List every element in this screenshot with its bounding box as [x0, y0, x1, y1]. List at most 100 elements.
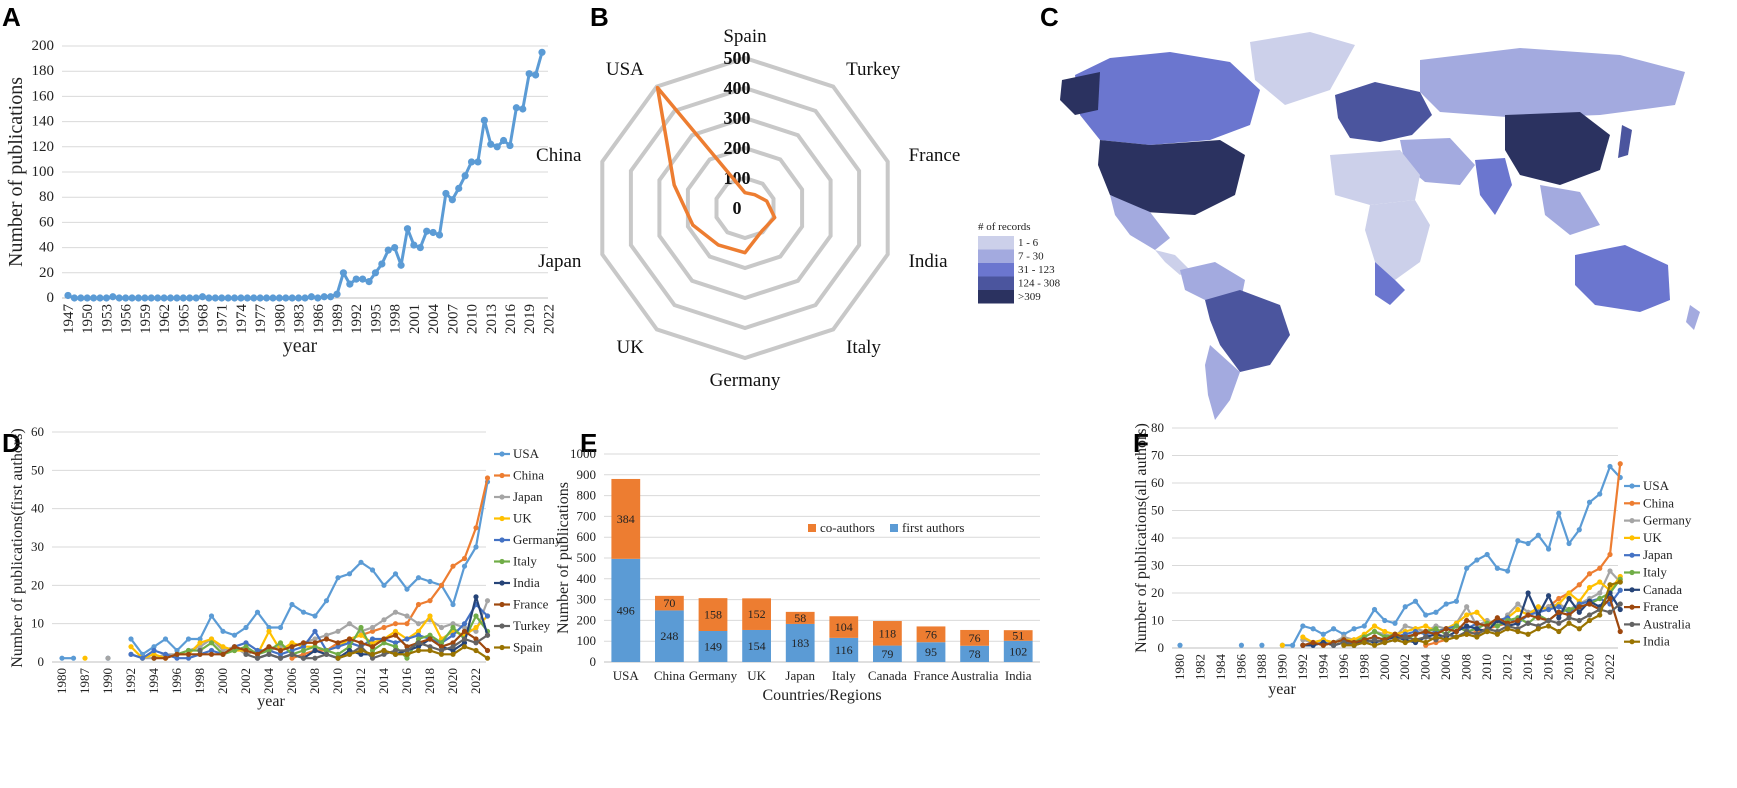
series-usa-point	[369, 567, 376, 573]
series-total-point	[435, 231, 444, 239]
map-region-china	[1505, 112, 1610, 185]
series-india-point	[473, 594, 479, 600]
y-tick-label: 40	[39, 240, 54, 256]
series-france-point	[1607, 595, 1613, 602]
panel-label-f: F	[1133, 428, 1149, 458]
bar-value-label: 183	[791, 636, 809, 650]
series-uk-point	[151, 651, 157, 657]
x-tick-label: 1984	[1213, 654, 1228, 681]
series-france-point	[300, 640, 307, 646]
series-india-point	[1392, 637, 1398, 643]
series-usa-point	[289, 601, 295, 608]
series-usa-point	[450, 601, 456, 608]
map-region-usa	[1098, 140, 1245, 215]
bar-value-label: 95	[925, 645, 937, 659]
series-germany-point	[243, 640, 249, 646]
x-tick-label: 2010	[330, 668, 345, 694]
x-tick-label: 2006	[1438, 654, 1453, 681]
series-usa-point	[1177, 642, 1183, 648]
bar-first-authors	[1003, 640, 1033, 662]
radar-axis-label: China	[536, 145, 582, 166]
series-india-point	[1545, 623, 1552, 629]
x-tick-label: India	[1005, 668, 1032, 683]
series-china-point	[369, 628, 376, 634]
x-tick-label: 2004	[261, 668, 276, 695]
series-spain-point	[335, 655, 341, 661]
series-total-point	[122, 294, 130, 302]
x-tick-label: 2008	[1459, 654, 1474, 680]
y-tick-label: 700	[577, 508, 597, 523]
series-france-point	[381, 636, 387, 642]
series-italy-point	[1453, 623, 1460, 629]
series-australia-point	[1330, 642, 1337, 648]
series-germany-point	[208, 647, 215, 654]
y-tick-label: 900	[577, 467, 597, 482]
series-india-point	[1371, 642, 1378, 648]
radar-axis-label: Italy	[846, 337, 881, 358]
series-italy-point	[438, 640, 445, 646]
bar-value-label: 104	[835, 620, 853, 634]
y-tick-label: 160	[32, 88, 55, 104]
series-india-point	[1566, 620, 1572, 626]
panel-label-c: C	[1040, 2, 1059, 32]
x-tick-label: 2020	[1582, 654, 1597, 680]
y-tick-label: 400	[577, 571, 597, 586]
series-germany-point	[1402, 623, 1408, 629]
series-china-point	[1617, 461, 1623, 467]
series-canada-point	[1556, 615, 1562, 621]
bar-value-label: 152	[748, 607, 766, 621]
series-total-point	[154, 294, 162, 302]
series-france-point	[1300, 642, 1306, 648]
series-france-point	[1576, 604, 1582, 610]
bar-first-authors	[655, 610, 684, 662]
bar-first-authors	[829, 637, 859, 662]
x-tick-label: 1977	[253, 304, 269, 335]
x-tick-label: 2014	[376, 668, 391, 695]
series-turkey-point	[438, 647, 445, 654]
bar-co-authors	[742, 598, 771, 630]
series-total-point	[64, 291, 72, 300]
series-china-point	[289, 655, 295, 661]
x-tick-label: 2002	[238, 668, 253, 694]
series-italy-point	[1371, 628, 1378, 635]
panel-label-a: A	[2, 2, 21, 32]
series-total-point	[423, 227, 431, 235]
series-total-point	[70, 294, 79, 302]
series-usa-point	[1597, 491, 1603, 497]
x-tick-label: 1965	[176, 304, 192, 334]
series-france-point	[1494, 615, 1500, 621]
x-tick-label: 1959	[138, 304, 154, 334]
series-france-point	[323, 636, 330, 642]
x-tick-label: 1986	[1233, 654, 1248, 681]
series-total-point	[371, 269, 380, 277]
series-usa-point	[404, 586, 410, 592]
series-total-line	[67, 51, 544, 300]
map-region-canada	[1075, 52, 1260, 145]
series-italy-point	[312, 644, 318, 650]
y-tick-label: 50	[31, 462, 44, 477]
legend-label: China	[513, 468, 544, 483]
map-legend-swatch	[978, 249, 1014, 263]
series-uk-point	[1566, 590, 1572, 596]
series-japan-point	[438, 624, 445, 631]
map-legend-swatch	[978, 290, 1014, 304]
series-germany-point	[484, 613, 491, 619]
x-tick-label: 1971	[215, 304, 231, 334]
y-tick-label: 180	[32, 63, 55, 79]
series-spain-point	[369, 651, 376, 657]
series-italy-point	[346, 644, 353, 650]
y-axis-title: Number of publications	[555, 482, 572, 634]
series-china-point	[461, 555, 468, 562]
x-tick-label: 2013	[484, 304, 500, 334]
series-total-point	[147, 294, 155, 302]
x-tick-label: France	[913, 668, 949, 683]
series-japan-point	[312, 636, 318, 642]
series-japan-point	[1545, 606, 1552, 613]
series-italy-point	[266, 647, 272, 654]
series-total-point	[397, 261, 405, 269]
series-spain-point	[461, 644, 468, 650]
series-total-point	[455, 184, 463, 192]
y-tick-label: 200	[577, 612, 597, 627]
series-turkey-point	[266, 651, 272, 657]
